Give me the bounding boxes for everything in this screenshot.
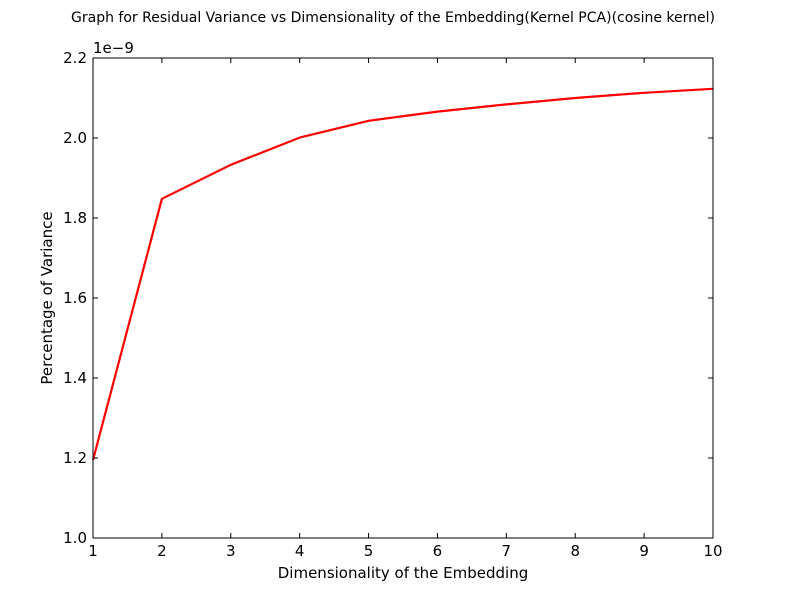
y-axis-label: Percentage of Variance	[38, 211, 56, 384]
y-tick-label: 2.2	[63, 49, 87, 67]
plot-frame	[92, 57, 714, 539]
y-tick-label: 1.6	[63, 289, 87, 307]
x-tick-label: 4	[295, 542, 305, 560]
y-tick-label: 1.2	[63, 449, 87, 467]
y-tick-label: 1.8	[63, 209, 87, 227]
y-tick-label: 1.0	[63, 529, 87, 547]
y-offset-label: 1e−9	[93, 39, 134, 57]
x-tick-label: 8	[570, 542, 580, 560]
x-axis-label: Dimensionality of the Embedding	[278, 564, 528, 582]
x-tick-label: 3	[226, 542, 236, 560]
y-tick-label: 2.0	[63, 129, 87, 147]
x-tick-label: 7	[502, 542, 512, 560]
x-tick-label: 6	[433, 542, 443, 560]
y-axis: 1.0 1.2 1.4 1.6 1.8 2.0 2.2	[63, 49, 713, 547]
x-axis: 1 2 3 4 5 6 7 8 9 10	[88, 58, 723, 560]
x-tick-label: 10	[703, 542, 722, 560]
x-tick-label: 1	[88, 542, 98, 560]
series-layer	[91, 87, 714, 461]
chart-title: Graph for Residual Variance vs Dimension…	[71, 10, 715, 26]
x-tick-label: 5	[364, 542, 374, 560]
series-line-0	[91, 87, 714, 461]
y-tick-label: 1.4	[63, 369, 87, 387]
x-tick-label: 2	[157, 542, 167, 560]
x-tick-label: 9	[639, 542, 649, 560]
